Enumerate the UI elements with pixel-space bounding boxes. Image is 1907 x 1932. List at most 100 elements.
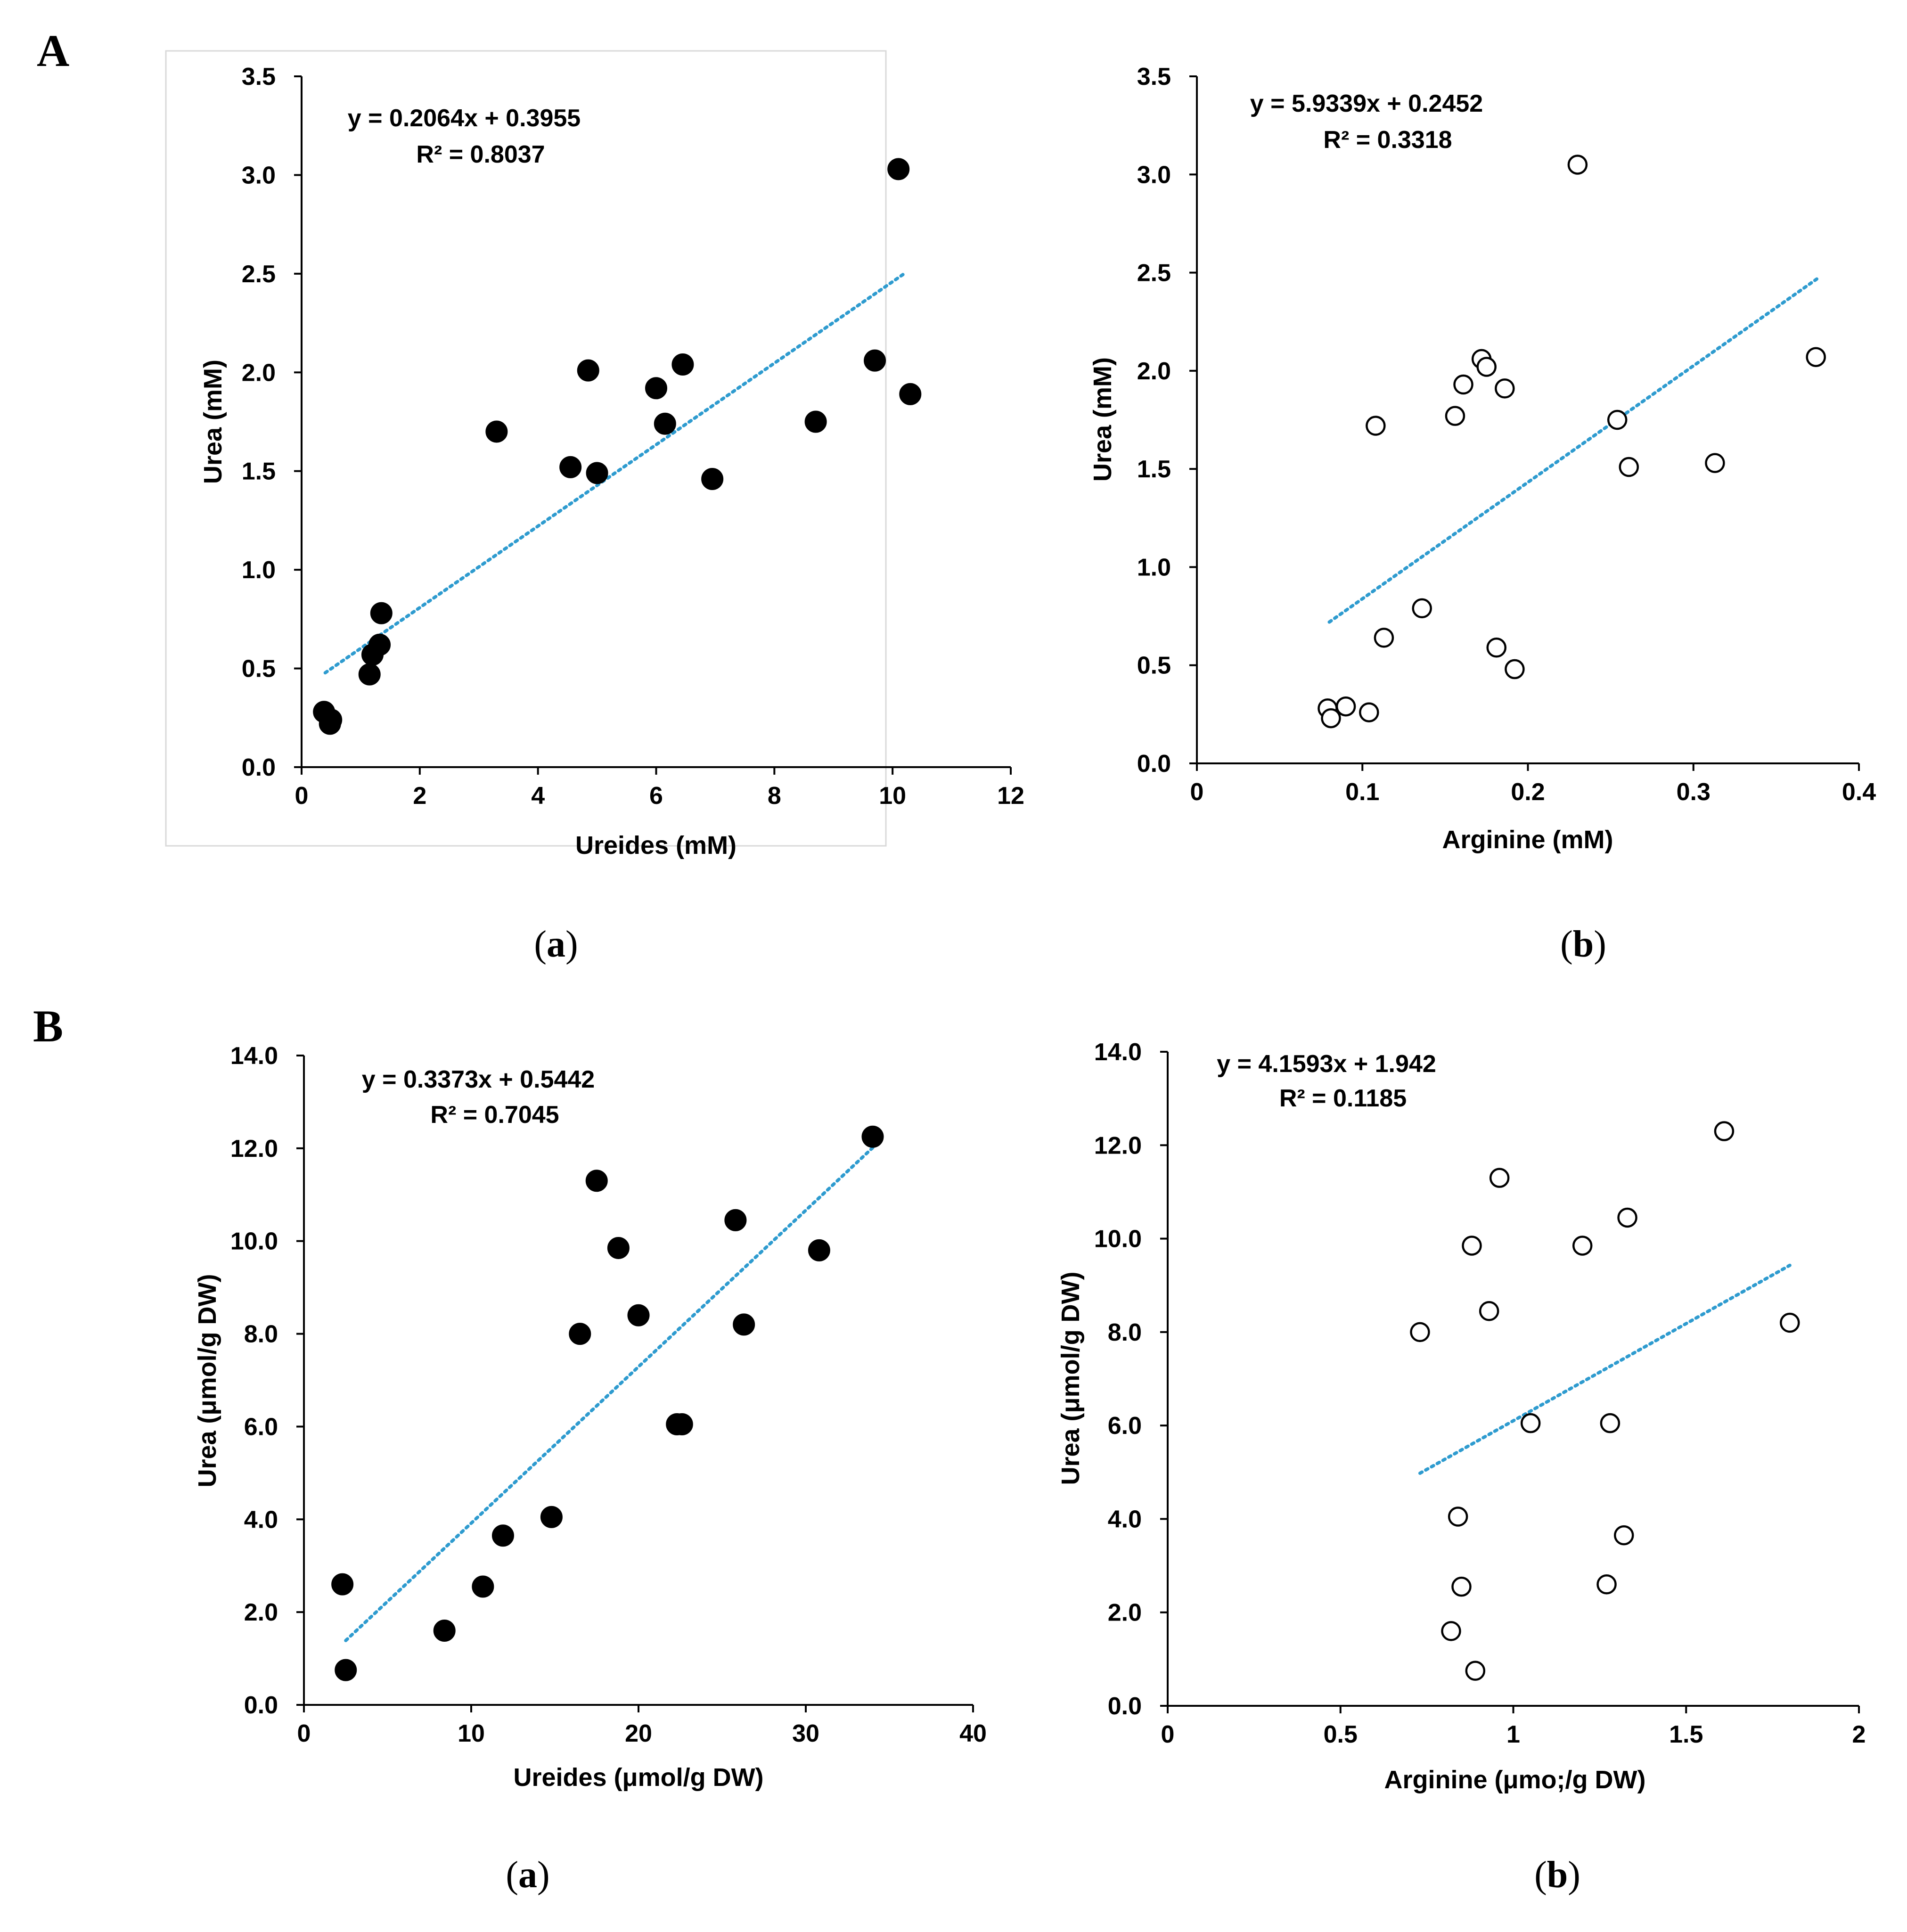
data-point <box>1520 1413 1541 1433</box>
data-point <box>1613 1525 1634 1546</box>
trendline <box>1418 1263 1792 1475</box>
x-tick-label: 8 <box>768 782 781 810</box>
x-tick-label: 20 <box>625 1720 652 1747</box>
data-point <box>319 712 341 735</box>
x-tick-label: 40 <box>959 1720 987 1747</box>
data-point <box>1335 696 1356 717</box>
y-axis-title: Urea (mM) <box>1089 357 1117 482</box>
chart-area-border <box>165 50 887 847</box>
x-tick-label: 0.1 <box>1345 778 1379 806</box>
data-point <box>899 383 922 405</box>
y-tick-label: 2.5 <box>242 261 276 288</box>
x-tick-label: 0 <box>1161 1721 1175 1748</box>
data-point <box>569 1323 591 1345</box>
data-point <box>1495 378 1515 399</box>
x-tick-label: 0.4 <box>1842 778 1876 806</box>
y-tick-label: 10.0 <box>230 1228 278 1255</box>
x-tick-label: 30 <box>792 1720 819 1747</box>
data-point <box>1410 1322 1430 1343</box>
data-point <box>335 1659 357 1681</box>
trend-equation: y = 0.2064x + 0.3955 <box>348 105 581 132</box>
y-tick-label: 6.0 <box>244 1413 278 1441</box>
subfigure-caption: (a) <box>506 1854 549 1896</box>
data-point <box>671 353 694 376</box>
charts-group: 0.00.51.01.52.02.53.03.50 2 4 6 8 10 12Ureides… <box>165 50 1876 1896</box>
r-squared-label: R² = 0.7045 <box>430 1101 559 1129</box>
y-axis-title: Urea (mM) <box>199 360 227 484</box>
y-tick-label: 1.0 <box>1137 554 1171 581</box>
chart-Bb: 0.0 2.0 4.0 6.0 8.0 10.0 12.0 14.0 0 0.5 1 1.5 2 Argi… <box>1056 1039 1866 1896</box>
data-point <box>733 1313 755 1336</box>
data-point <box>1486 637 1507 658</box>
y-tick-label: 0.0 <box>1108 1693 1142 1720</box>
x-tick-label: 2 <box>413 782 426 810</box>
data-point <box>370 602 393 624</box>
data-point <box>1441 1621 1461 1641</box>
y-tick-label: 1.5 <box>1137 456 1171 483</box>
x-tick-label: 0.5 <box>1324 1721 1358 1748</box>
data-point <box>804 410 827 433</box>
y-tick-label: 8.0 <box>1108 1319 1142 1346</box>
data-point <box>1505 659 1525 679</box>
y-tick-label: 0.5 <box>1137 652 1171 679</box>
data-point <box>491 1524 514 1547</box>
y-tick-label: 2.0 <box>242 359 276 386</box>
data-point <box>433 1620 456 1642</box>
data-point <box>1600 1413 1621 1433</box>
data-point <box>701 467 724 490</box>
x-tick-label: 0 <box>297 1720 311 1747</box>
r-squared-label: R² = 0.3318 <box>1323 126 1452 154</box>
y-tick-label: 6.0 <box>1108 1412 1142 1440</box>
data-point <box>1451 1576 1472 1597</box>
x-tick-label: 10 <box>879 782 906 810</box>
data-point <box>1453 374 1473 395</box>
y-tick-label: 3.5 <box>242 63 276 90</box>
panel-label-a: A <box>37 25 69 76</box>
trendline <box>344 1146 875 1642</box>
x-tick-label: 0 <box>1190 778 1204 806</box>
x-tick-label: 0.3 <box>1677 778 1711 806</box>
data-point <box>1572 1236 1593 1256</box>
data-point <box>1321 708 1341 729</box>
y-axis-title: Urea (μmol/g DW) <box>193 1274 221 1487</box>
y-tick-label: 12.0 <box>230 1135 278 1162</box>
trend-equation: y = 4.1593x + 1.942 <box>1217 1050 1436 1078</box>
x-tick-label: 6 <box>649 782 663 810</box>
y-tick-label: 2.0 <box>244 1599 278 1626</box>
y-tick-label: 3.5 <box>1137 63 1171 90</box>
y-tick-label: 3.0 <box>1137 161 1171 188</box>
y-tick-label: 0.0 <box>1137 750 1171 778</box>
data-point <box>577 359 599 382</box>
r-squared-label: R² = 0.1185 <box>1279 1085 1407 1112</box>
data-point <box>368 633 391 656</box>
x-tick-label: 2 <box>1852 1721 1866 1748</box>
trend-equation: y = 5.9339x + 0.2452 <box>1250 90 1483 117</box>
subfigure-caption: (b) <box>1534 1854 1580 1896</box>
y-tick-label: 4.0 <box>244 1506 278 1533</box>
x-axis-title: Ureides (mM) <box>575 831 737 860</box>
x-tick-label: 4 <box>531 782 545 810</box>
y-tick-label: 2.0 <box>1108 1599 1142 1627</box>
y-axis-title: Urea (μmol/g DW) <box>1056 1271 1085 1485</box>
y-tick-label: 8.0 <box>244 1321 278 1348</box>
data-point <box>1445 406 1465 426</box>
data-point <box>1714 1121 1735 1141</box>
y-tick-label: 14.0 <box>230 1042 278 1070</box>
chart-Ba: 0.0 2.0 4.0 6.0 8.0 10.0 12.0 14.0 0 10 20 30 40 Urei… <box>193 1042 987 1896</box>
data-point <box>808 1239 830 1261</box>
data-point <box>586 462 608 484</box>
data-point <box>1359 702 1379 722</box>
x-tick-label: 1 <box>1506 1721 1520 1748</box>
data-point <box>331 1573 354 1596</box>
data-point <box>861 1125 884 1148</box>
trendline <box>323 272 906 675</box>
subfigure-caption: (a) <box>534 924 578 965</box>
data-point <box>472 1575 494 1598</box>
y-tick-label: 1.5 <box>242 458 276 485</box>
x-tick-label: 12 <box>997 782 1024 810</box>
data-point <box>1607 409 1628 430</box>
data-point <box>1596 1574 1617 1595</box>
data-point <box>1567 155 1588 175</box>
x-tick-label: 0.2 <box>1511 778 1545 806</box>
